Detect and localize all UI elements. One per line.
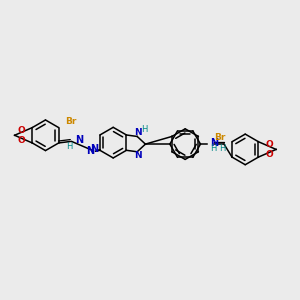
Text: H: H: [66, 142, 72, 151]
Text: N: N: [75, 135, 83, 145]
Text: O: O: [18, 126, 26, 135]
Text: H: H: [141, 125, 147, 134]
Text: H: H: [219, 144, 226, 153]
Text: O: O: [18, 136, 26, 145]
Text: O: O: [266, 140, 274, 149]
Text: Br: Br: [214, 133, 226, 142]
Text: O: O: [266, 150, 274, 159]
Text: N: N: [134, 128, 142, 137]
Text: N: N: [134, 152, 142, 160]
Text: N: N: [91, 144, 99, 154]
Text: N: N: [210, 138, 218, 148]
Text: Br: Br: [65, 117, 76, 126]
Text: H: H: [210, 144, 217, 153]
Text: N: N: [86, 146, 94, 156]
